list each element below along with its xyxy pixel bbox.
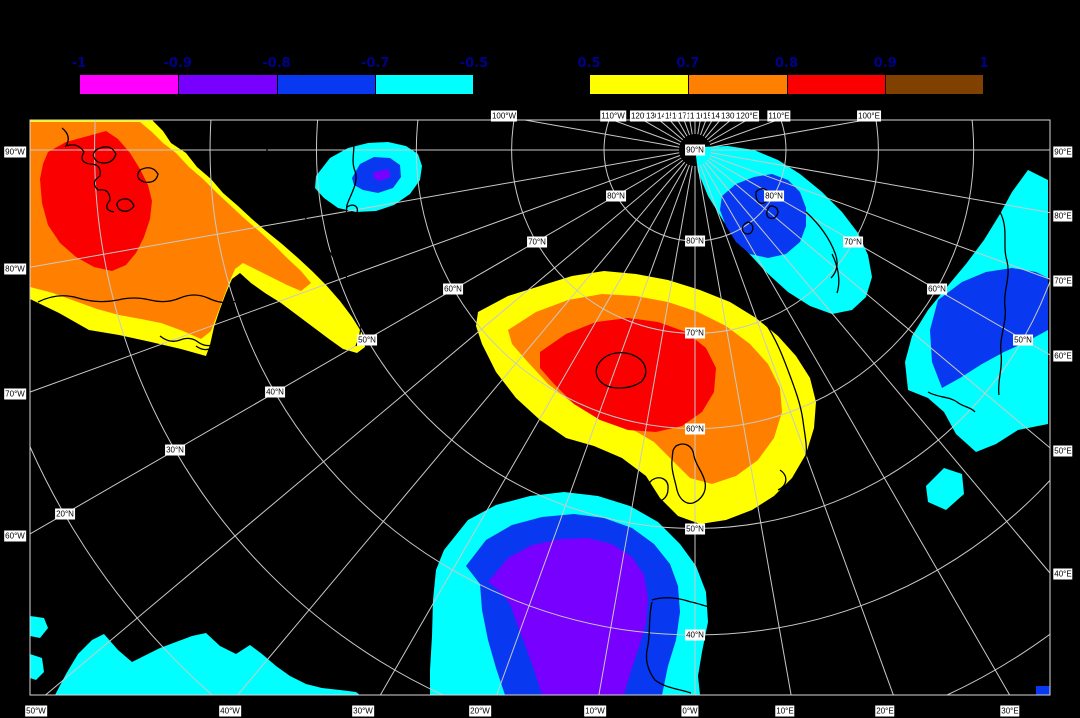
region-subtropical-atlantic-patch-2 bbox=[30, 654, 44, 680]
colorbar-tick-positive-2: 0.8 bbox=[774, 56, 799, 71]
meridian-30W bbox=[379, 163, 688, 695]
region-svalbard-barents-core bbox=[720, 174, 806, 258]
meridian-40E bbox=[704, 161, 1050, 574]
region-iceland-north-atlantic-core bbox=[540, 318, 716, 432]
colorbar-tick-positive-4: 1 bbox=[979, 56, 989, 71]
meridian-70E bbox=[709, 155, 1050, 280]
meridian-10E bbox=[697, 165, 792, 695]
colorbar-tick-negative-1: -0.9 bbox=[163, 56, 192, 71]
coastline-greenland-west bbox=[257, 121, 362, 347]
colorbar-tick-negative-3: -0.7 bbox=[361, 56, 390, 71]
region-ural-west-siberia-core bbox=[930, 268, 1048, 388]
meridian-150E bbox=[702, 120, 713, 137]
region-east-europe-spot bbox=[926, 468, 964, 510]
meridian-80W bbox=[30, 152, 680, 268]
meridian-130W bbox=[658, 120, 684, 141]
meridian-120E bbox=[708, 120, 748, 143]
meridian-10W bbox=[598, 165, 693, 695]
coastline-great-britain bbox=[671, 443, 707, 504]
meridian-50W bbox=[44, 159, 684, 695]
coastline-iceland bbox=[595, 352, 647, 389]
colorbar-tick-positive-0: 0.5 bbox=[577, 56, 601, 71]
region-greenland-sea-core bbox=[373, 169, 391, 181]
coastline-canada-islands-2 bbox=[92, 146, 159, 212]
coastline-novaya-zemlya bbox=[805, 211, 840, 294]
meridian-50E bbox=[706, 159, 1050, 449]
coastline-labrador bbox=[159, 335, 217, 351]
region-subtropical-atlantic-patch-1 bbox=[30, 616, 48, 638]
map-frame bbox=[29, 119, 1051, 696]
colorbar-tick-positive-3: 0.9 bbox=[873, 56, 897, 71]
meridian-130E bbox=[706, 120, 732, 141]
coastline-iberia bbox=[645, 584, 742, 694]
meridian-160E bbox=[700, 120, 707, 136]
coastline-greenland-east bbox=[344, 131, 359, 230]
meridian-20E bbox=[700, 164, 894, 695]
colorbar-tick-negative-4: -0.5 bbox=[459, 56, 489, 71]
meridian-170W bbox=[689, 120, 693, 135]
meridian-140W bbox=[669, 120, 686, 139]
meridian-110E bbox=[709, 120, 779, 145]
coastline-russia bbox=[927, 211, 1009, 413]
meridian-80E bbox=[710, 152, 1050, 214]
coastline-norway bbox=[765, 323, 808, 491]
region-azores-iberia-core bbox=[488, 538, 648, 695]
colorbar-segment-negative-3 bbox=[375, 74, 474, 95]
meridian-70W bbox=[30, 155, 681, 393]
meridian-150W bbox=[677, 120, 688, 137]
region-northeast-canada-core bbox=[40, 131, 152, 271]
meridian-140E bbox=[704, 120, 721, 139]
colorbar-segment-positive-3 bbox=[885, 74, 984, 95]
coastline-canada-islands bbox=[61, 127, 115, 213]
coastline-ireland bbox=[646, 477, 669, 502]
meridian-40W bbox=[237, 161, 686, 695]
colorbar-tick-positive-1: 0.7 bbox=[676, 56, 700, 71]
colorbar-tick-negative-0: -1 bbox=[71, 56, 87, 71]
meridian-30E bbox=[702, 163, 1011, 695]
meridian-20W bbox=[496, 164, 690, 695]
colorbar-tick-negative-2: -0.8 bbox=[262, 56, 291, 71]
meridian-160W bbox=[683, 120, 690, 136]
meridian-100E bbox=[710, 120, 869, 148]
coastline-hudson bbox=[37, 291, 263, 304]
region-bottom-right-speck bbox=[1036, 686, 1050, 695]
coastline-layer bbox=[37, 121, 1009, 694]
meridian-170E bbox=[697, 120, 701, 135]
region-subtropical-atlantic-band bbox=[55, 633, 360, 695]
